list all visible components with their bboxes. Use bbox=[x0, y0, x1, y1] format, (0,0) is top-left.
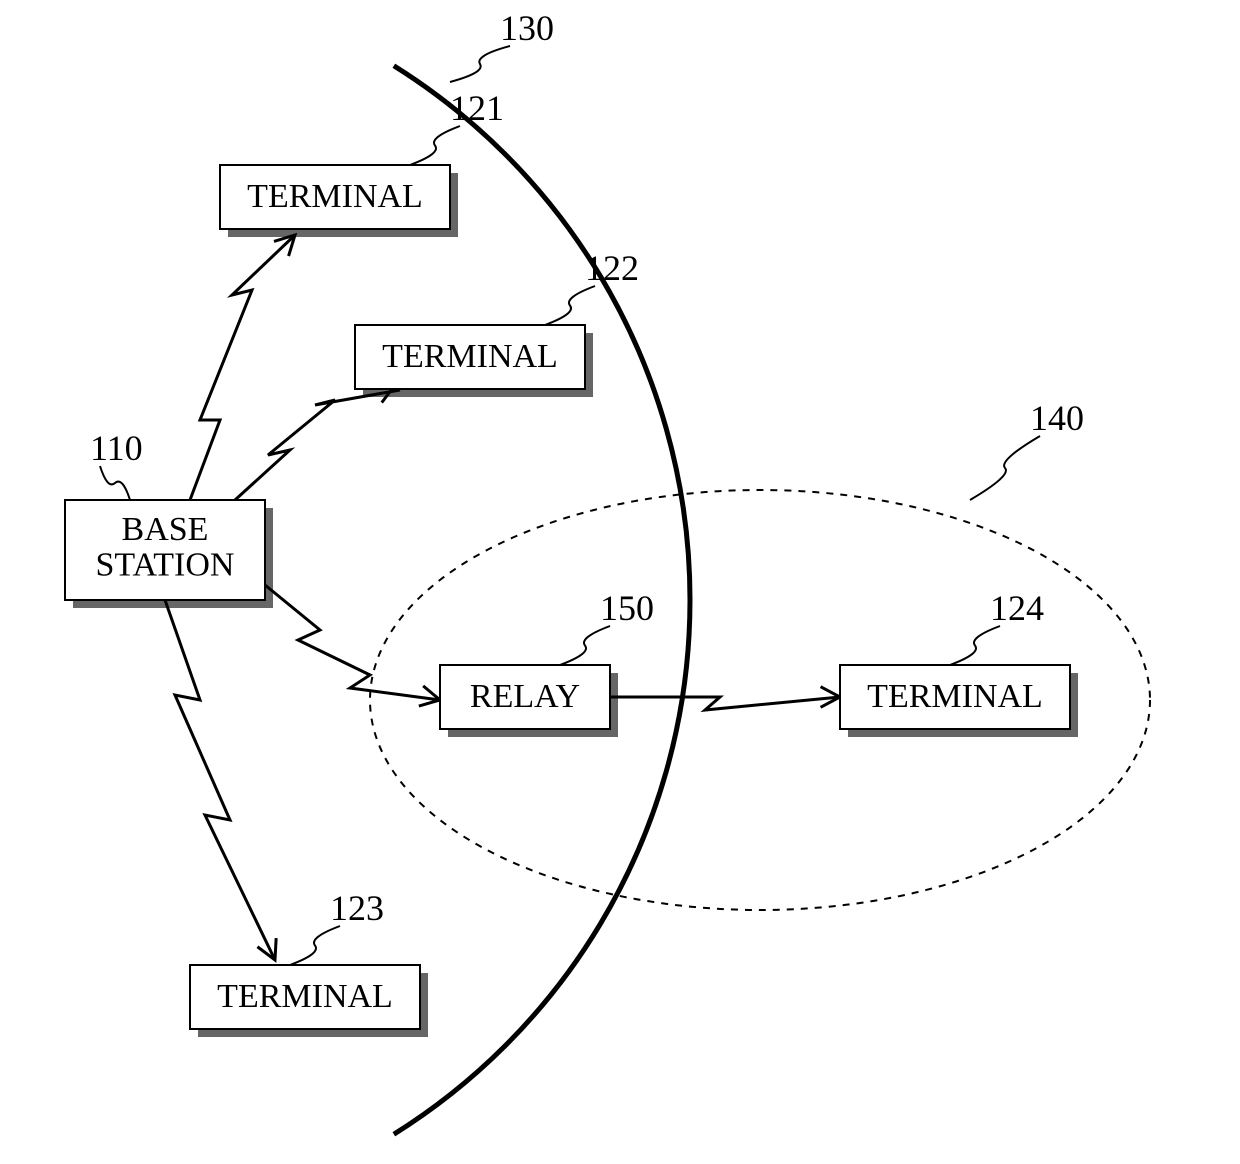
ref-leader-150 bbox=[560, 626, 610, 665]
terminal_122-label: TERMINAL bbox=[382, 338, 558, 375]
ref-leader-124 bbox=[950, 626, 1000, 665]
ref-label-110: 110 bbox=[90, 428, 143, 468]
ref-label-130: 130 bbox=[500, 8, 554, 48]
ref-leader-130 bbox=[450, 46, 510, 82]
ref-label-123: 123 bbox=[330, 888, 384, 928]
signal-arrow-base_station-to-relay_150 bbox=[265, 585, 440, 700]
signal-arrow-base_station-to-terminal_122 bbox=[235, 390, 400, 500]
ref-label-150: 150 bbox=[600, 588, 654, 628]
terminal_121-label: TERMINAL bbox=[247, 178, 423, 215]
ref-label-124: 124 bbox=[990, 588, 1044, 628]
ref-label-140: 140 bbox=[1030, 398, 1084, 438]
ref-leader-123 bbox=[290, 926, 340, 965]
ref-leader-140 bbox=[970, 436, 1040, 500]
relay_150-label: RELAY bbox=[470, 678, 580, 715]
ref-label-121: 121 bbox=[450, 88, 504, 128]
ref-label-122: 122 bbox=[585, 248, 639, 288]
terminal_124-label: TERMINAL bbox=[867, 678, 1043, 715]
base_station-label: STATION bbox=[96, 547, 235, 584]
signal-arrow-base_station-to-terminal_123 bbox=[165, 600, 275, 960]
signal-arrowhead-base_station-to-relay_150 bbox=[419, 686, 440, 706]
ref-leader-110 bbox=[100, 466, 130, 500]
ref-leader-121 bbox=[410, 126, 460, 165]
base_station-label: BASE bbox=[122, 511, 209, 548]
signal-arrow-relay_150-to-terminal_124 bbox=[610, 697, 840, 710]
terminal_123-label: TERMINAL bbox=[217, 978, 393, 1015]
ref-leader-122 bbox=[545, 286, 595, 325]
